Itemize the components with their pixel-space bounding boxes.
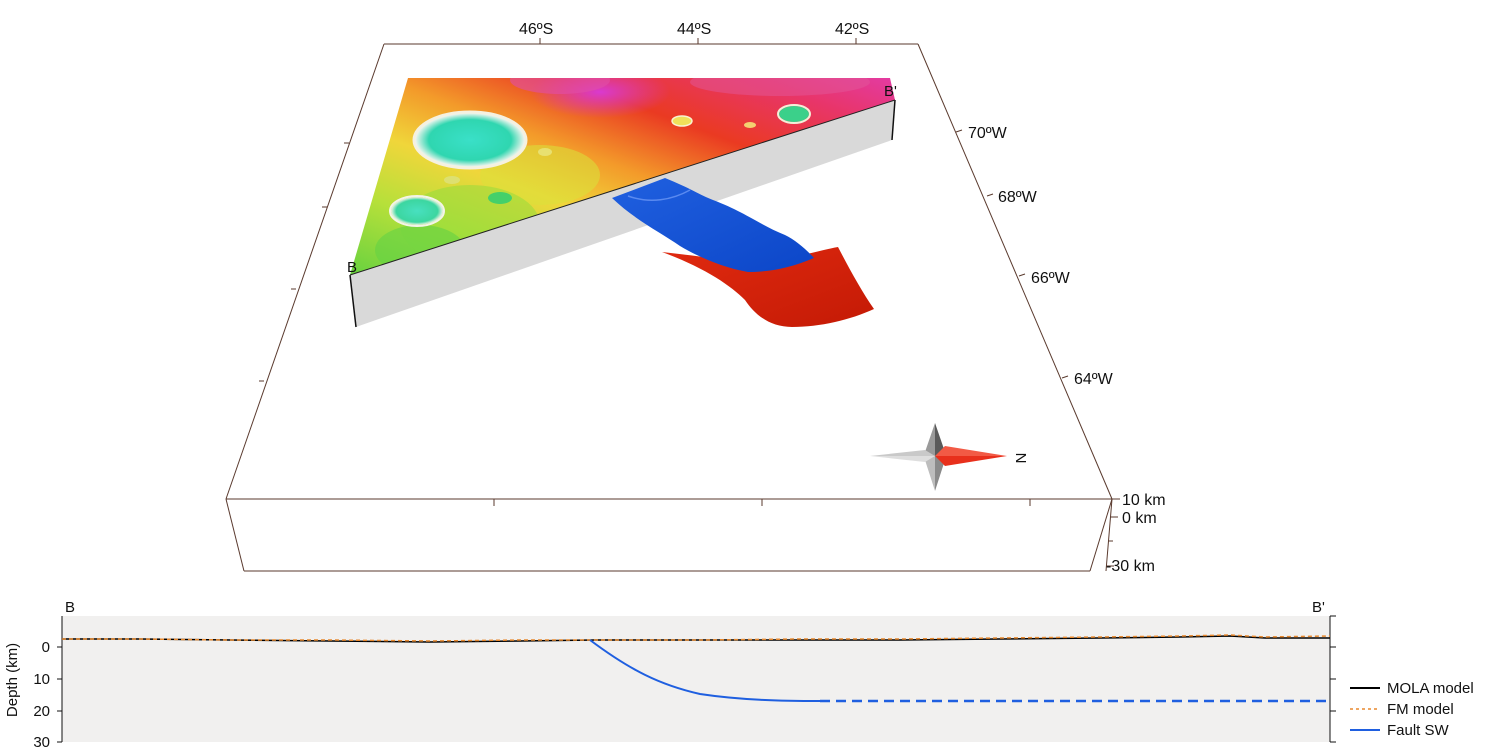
profile-ytick-20: 20: [33, 703, 50, 720]
depth-label-0km: 0 km: [1122, 510, 1157, 527]
fm-model-line: [62, 634, 1331, 642]
section-face: [350, 100, 895, 327]
section-start-label: B: [347, 259, 357, 276]
profile-ytick-30: 30: [33, 734, 50, 748]
lat-label-46s: 46ºS: [519, 21, 553, 38]
compass-rose-icon: [870, 423, 1007, 491]
lon-label-66w: 66ºW: [1031, 270, 1071, 287]
legend-fault-sw: Fault SW: [1387, 722, 1450, 739]
fault-surface-blue: [612, 178, 814, 272]
profile-y-axis-label: Depth (km): [4, 643, 21, 717]
profile-ytick-10: 10: [33, 671, 50, 688]
lon-label-68w: 68ºW: [998, 189, 1038, 206]
section-end-label: B': [884, 83, 897, 100]
fault-surface-red: [662, 247, 874, 327]
fault-surfaces: [612, 178, 874, 327]
legend: MOLA model FM model Fault SW: [1350, 680, 1474, 739]
compass-north-label: N: [1012, 453, 1029, 464]
profile-axes: [57, 615, 1336, 743]
legend-fm-model: FM model: [1387, 701, 1454, 718]
terrain-block: B B': [347, 78, 897, 328]
profile-background: [62, 616, 1330, 742]
lon-label-64w: 64ºW: [1074, 371, 1114, 388]
lat-label-44s: 44ºS: [677, 21, 711, 38]
fault-sw-line: [589, 639, 821, 702]
bounding-box: [225, 38, 1120, 572]
profile-lines: [62, 634, 1331, 703]
depth-label-10km: 10 km: [1122, 492, 1166, 509]
profile-start-label: B: [65, 599, 75, 616]
profile-end-label: B': [1312, 599, 1325, 616]
terrain-surface: [350, 78, 895, 275]
depth-label-minus30km: -30 km: [1106, 558, 1155, 575]
legend-mola-model: MOLA model: [1387, 680, 1474, 697]
profile-ytick-0: 0: [42, 639, 50, 656]
lon-label-70w: 70ºW: [968, 125, 1008, 142]
lat-label-42s: 42ºS: [835, 21, 869, 38]
